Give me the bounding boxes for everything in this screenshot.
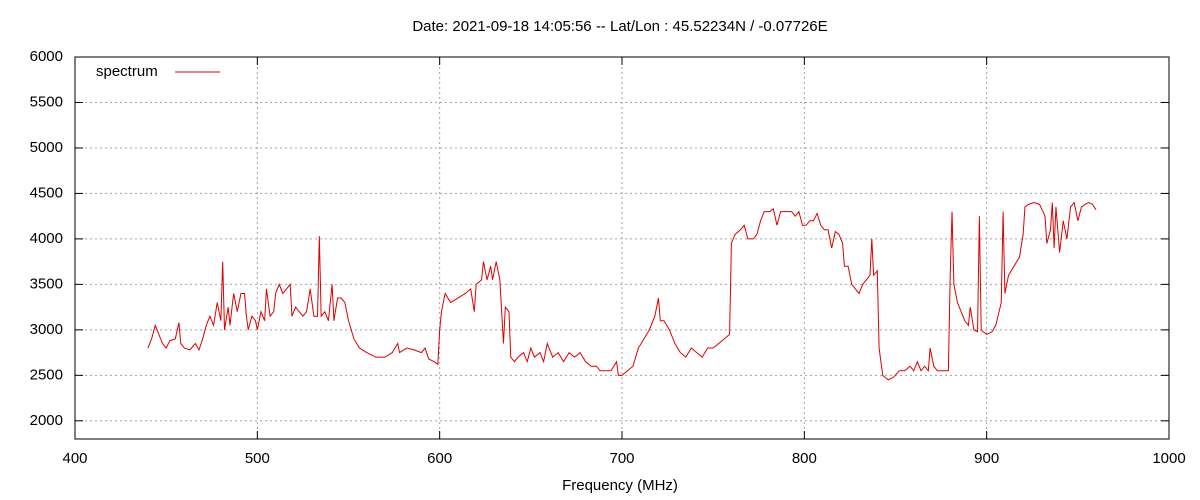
y-tick-label: 2000 (30, 412, 63, 429)
x-tick-label: 700 (609, 450, 634, 467)
spectrum-line (147, 201, 1097, 381)
y-tick-label: 5000 (30, 139, 63, 156)
legend-label: spectrum (96, 63, 158, 80)
plot-frame (74, 56, 1170, 440)
chart-title: Date: 2021-09-18 14:05:56 -- Lat/Lon : 4… (412, 18, 827, 35)
x-tick-label: 500 (245, 450, 270, 467)
x-tick-label: 400 (62, 450, 87, 467)
y-tick-label: 3500 (30, 275, 63, 292)
x-tick-label: 800 (792, 450, 817, 467)
x-tick-label: 600 (427, 450, 452, 467)
x-tick-label: 1000 (1152, 450, 1185, 467)
y-tick-label: 2500 (30, 366, 63, 383)
y-tick-label: 3000 (30, 321, 63, 338)
x-tick-label: 900 (974, 450, 999, 467)
y-tick-label: 4000 (30, 230, 63, 247)
y-tick-label: 6000 (30, 48, 63, 65)
x-axis-label: Frequency (MHz) (562, 477, 678, 494)
y-tick-label: 4500 (30, 184, 63, 201)
y-tick-label: 5500 (30, 93, 63, 110)
